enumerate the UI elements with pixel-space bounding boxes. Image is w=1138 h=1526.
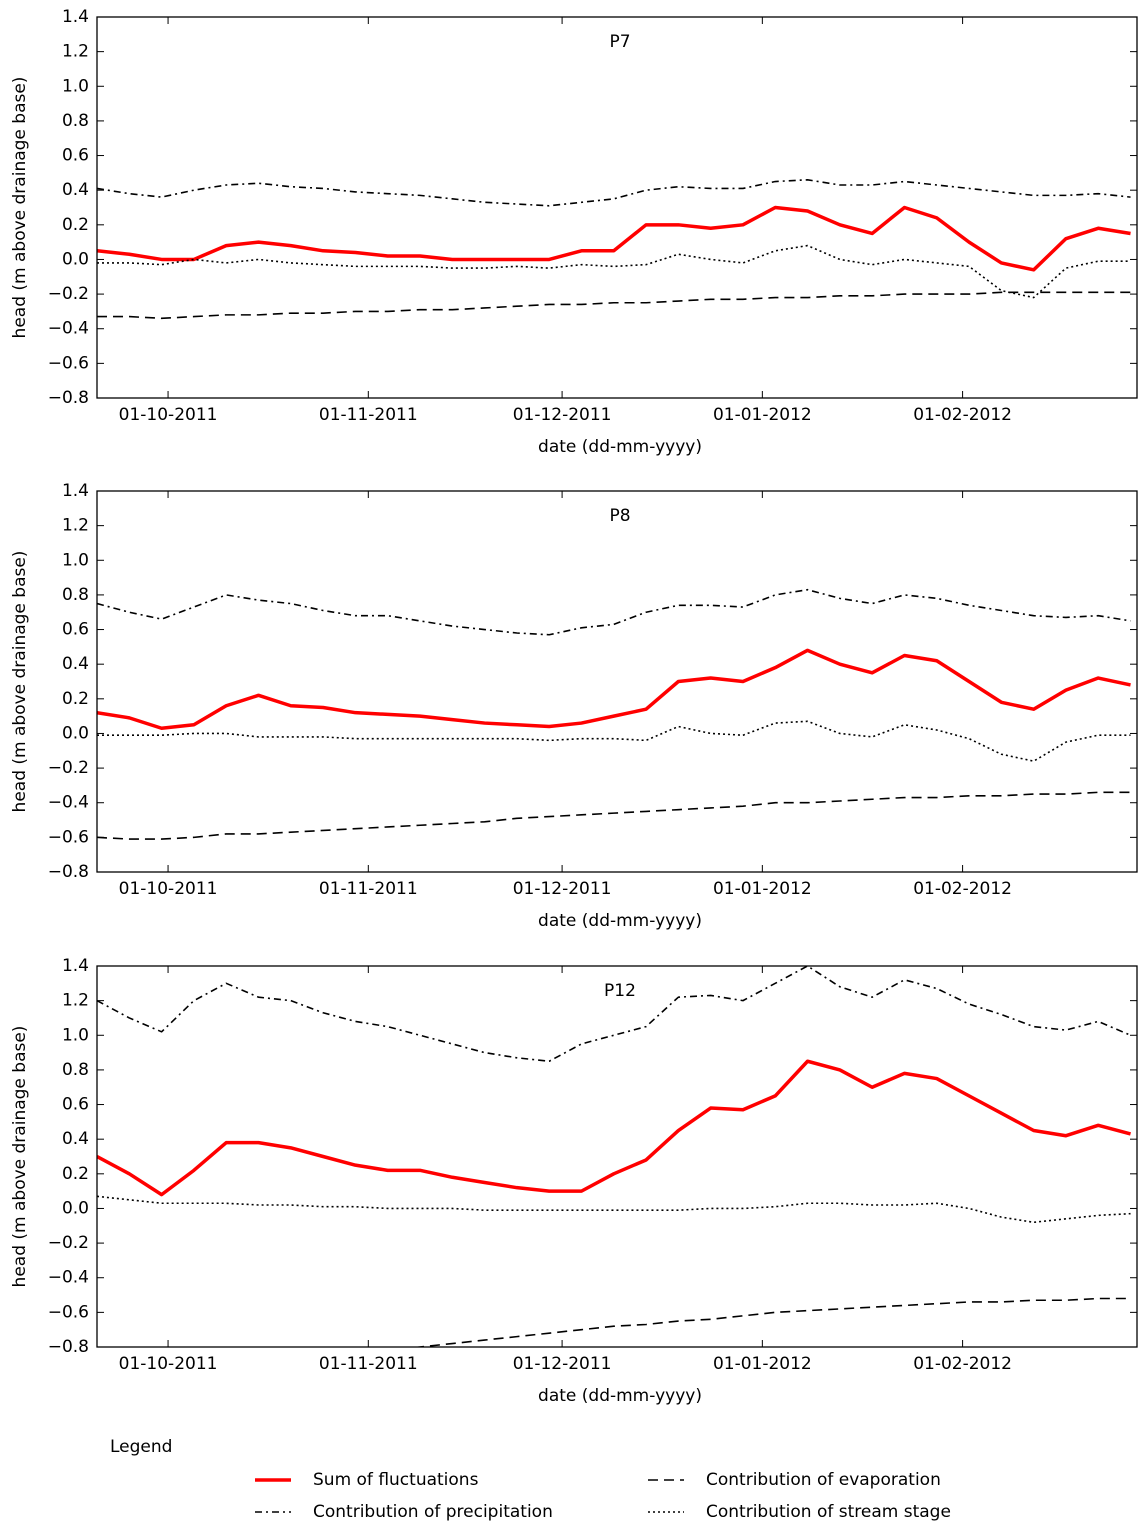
y-axis-label: head (m above drainage base) [10, 77, 30, 339]
y-tick-label: 1.0 [62, 550, 89, 570]
x-tick-label: 01-02-2012 [913, 1354, 1012, 1374]
series-line [97, 588, 1131, 636]
x-axis-label: date (dd-mm-yyyy) [538, 911, 702, 931]
legend-label: Contribution of evaporation [706, 1470, 941, 1490]
y-tick-label: −0.2 [48, 1233, 89, 1253]
y-tick-label: 0.8 [62, 111, 89, 131]
legend-label: Contribution of precipitation [313, 1502, 553, 1522]
axes-frame [96, 965, 1138, 1348]
y-tick-label: 0.2 [62, 689, 89, 709]
x-tick-label: 01-11-2011 [319, 1354, 418, 1374]
x-tick-label: 01-11-2011 [319, 879, 418, 899]
plot-area [97, 966, 1131, 1347]
y-tick-label: 1.4 [62, 956, 89, 976]
series-line [97, 205, 1131, 272]
y-tick-label: −0.2 [48, 284, 89, 304]
y-tick-label: 1.4 [62, 481, 89, 501]
x-tick-label: 01-12-2011 [513, 879, 612, 899]
y-tick-label: 0.4 [62, 1129, 89, 1149]
x-tick-label: 01-10-2011 [119, 879, 218, 899]
chart-title: P8 [609, 506, 630, 526]
y-tick-label: −0.4 [48, 319, 89, 339]
y-tick-label: 0.2 [62, 215, 89, 235]
x-tick-label: 01-11-2011 [319, 405, 418, 425]
x-axis-label: date (dd-mm-yyyy) [538, 437, 702, 457]
legend-label: Contribution of stream stage [706, 1502, 951, 1522]
chart-title: P7 [609, 32, 630, 52]
x-tick-label: 01-02-2012 [913, 405, 1012, 425]
y-tick-label: 0.8 [62, 1060, 89, 1080]
legend-label: Sum of fluctuations [313, 1470, 479, 1490]
series-line [97, 178, 1131, 207]
y-tick-label: 1.2 [62, 991, 89, 1011]
y-tick-label: −0.4 [48, 793, 89, 813]
x-tick-label: 01-01-2012 [713, 405, 812, 425]
y-tick-label: 0.4 [62, 180, 89, 200]
axes-frame [96, 490, 1138, 873]
y-tick-label: 0.4 [62, 654, 89, 674]
y-tick-label: −0.8 [48, 388, 89, 408]
y-tick-label: 0.6 [62, 146, 89, 166]
y-tick-label: 0.8 [62, 585, 89, 605]
x-tick-label: 01-12-2011 [513, 405, 612, 425]
y-tick-label: 1.2 [62, 42, 89, 62]
y-tick-label: 1.0 [62, 76, 89, 96]
x-axis-label: date (dd-mm-yyyy) [538, 1386, 702, 1406]
y-tick-label: −0.2 [48, 758, 89, 778]
x-tick-label: 01-10-2011 [119, 405, 218, 425]
series-line [97, 291, 1131, 320]
x-tick-label: 01-12-2011 [513, 1354, 612, 1374]
series-line [97, 1195, 1131, 1224]
y-tick-label: 1.0 [62, 1025, 89, 1045]
y-tick-label: 0.0 [62, 723, 89, 743]
axes-frame [96, 16, 1138, 399]
x-tick-label: 01-01-2012 [713, 1354, 812, 1374]
series-line [97, 1059, 1131, 1197]
series-line [97, 244, 1131, 299]
plot-area [97, 588, 1131, 840]
series-line [97, 791, 1131, 840]
series-line [97, 966, 1131, 1063]
legend-title: Legend [110, 1437, 172, 1457]
y-tick-label: 0.0 [62, 1198, 89, 1218]
series-line [97, 648, 1131, 731]
y-tick-label: −0.6 [48, 353, 89, 373]
x-tick-label: 01-10-2011 [119, 1354, 218, 1374]
chart-title: P12 [604, 981, 636, 1001]
y-tick-label: −0.6 [48, 827, 89, 847]
plot-area [97, 178, 1131, 320]
y-axis-label: head (m above drainage base) [10, 1026, 30, 1288]
series-line [412, 1297, 1131, 1347]
x-tick-label: 01-02-2012 [913, 879, 1012, 899]
y-tick-label: −0.6 [48, 1302, 89, 1322]
y-tick-label: 1.2 [62, 516, 89, 536]
y-tick-label: −0.8 [48, 1337, 89, 1357]
x-tick-label: 01-01-2012 [713, 879, 812, 899]
y-tick-label: 0.6 [62, 1095, 89, 1115]
y-tick-label: 0.6 [62, 620, 89, 640]
y-tick-label: 0.0 [62, 249, 89, 269]
y-axis-label: head (m above drainage base) [10, 551, 30, 813]
y-tick-label: −0.4 [48, 1268, 89, 1288]
y-tick-label: −0.8 [48, 862, 89, 882]
series-line [97, 720, 1131, 762]
y-tick-label: 1.4 [62, 7, 89, 27]
y-tick-label: 0.2 [62, 1164, 89, 1184]
